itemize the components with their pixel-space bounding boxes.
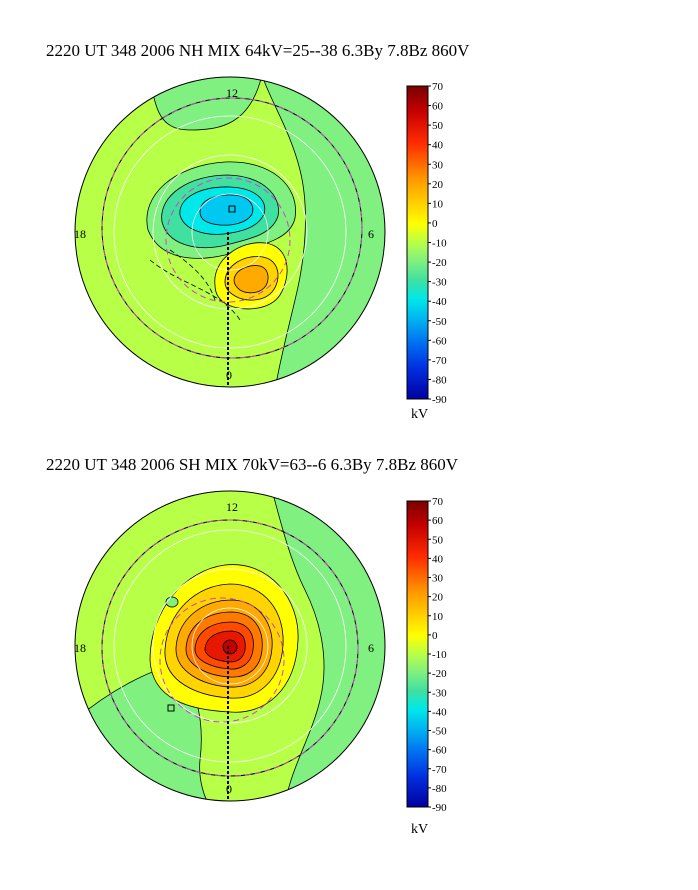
colorbar-tick-label: -90 xyxy=(432,802,447,814)
colorbar-tick-label: 0 xyxy=(432,218,438,230)
colorbar-tick-label: 50 xyxy=(432,120,444,132)
polar-map-nh: 12 18 6 0 xyxy=(74,76,386,388)
colorbar-tick-label: 40 xyxy=(432,553,444,565)
panel-title-sh: 2220 UT 348 2006 SH MIX 70kV=63--6 6.3By… xyxy=(46,455,459,474)
polar-map-sh: 12 18 6 0 xyxy=(74,490,386,802)
colorbar-tick-label: 50 xyxy=(432,534,444,546)
potential-min-marker-sh xyxy=(167,704,175,712)
panel-title-nh: 2220 UT 348 2006 NH MIX 64kV=25--38 6.3B… xyxy=(46,41,470,60)
colorbar-tick-label: 70 xyxy=(432,496,444,508)
colorbar-tick-label: 60 xyxy=(432,101,444,113)
colorbar-tick-label: -60 xyxy=(432,335,447,347)
dial-label-top-nh: 12 xyxy=(226,86,238,100)
dial-label-right-sh: 6 xyxy=(368,641,374,655)
colorbar-tick-label: -10 xyxy=(432,238,447,250)
colorbar-tick-label: 30 xyxy=(432,159,444,171)
colorbar-tick-label: 10 xyxy=(432,198,444,210)
dial-label-right-nh: 6 xyxy=(368,227,374,241)
colorbar-tick-label: 0 xyxy=(432,630,438,642)
colorbar-tick-label: 60 xyxy=(432,515,444,527)
colorbar-nh: kV 70 60 50 40 30 20 10 0 -10 -20 -30 -40 -50 -60 -70 -… xyxy=(406,81,447,422)
colorbar-tick-label: -70 xyxy=(432,764,447,776)
dial-label-bottom-nh: 0 xyxy=(226,368,232,382)
colorbar-tick-label: 20 xyxy=(432,592,444,604)
colorbar-tick-label: -80 xyxy=(432,783,447,795)
colorbar-tick-label: -30 xyxy=(432,277,447,289)
colorbar-tick-label: -80 xyxy=(432,374,447,386)
colorbar-sh: kV 70 60 50 40 30 20 10 0 -10 -20 -30 -40 -50 -60 -70 -… xyxy=(406,496,447,837)
colorbar-tick-label: -40 xyxy=(432,296,447,308)
colorbar-tick-label: -90 xyxy=(432,394,447,406)
colorbar-tick-label: -50 xyxy=(432,316,447,328)
potential-min-marker-nh xyxy=(228,205,236,213)
dial-label-left-nh: 18 xyxy=(74,227,86,241)
colorbar-tick-label: -20 xyxy=(432,257,447,269)
colorbar-tick-label: -30 xyxy=(432,687,447,699)
colorbar-tick-label: -40 xyxy=(432,706,447,718)
colorbar-tick-label: 30 xyxy=(432,573,444,585)
colorbar-tick-label: 20 xyxy=(432,179,444,191)
colorbar-tick-label: -60 xyxy=(432,745,447,757)
colorbar-tick-label: -20 xyxy=(432,668,447,680)
dial-label-top-sh: 12 xyxy=(226,500,238,514)
colorbar-tick-label: 10 xyxy=(432,611,444,623)
colorbar-tick-label: -50 xyxy=(432,726,447,738)
colorbar-tick-label: -70 xyxy=(432,355,447,367)
colorbar-scale-nh xyxy=(406,85,429,400)
dial-label-left-sh: 18 xyxy=(74,641,86,655)
colorbar-unit-sh: kV xyxy=(411,822,428,837)
colorbar-unit-nh: kV xyxy=(411,407,428,422)
colorbar-tick-label: 70 xyxy=(432,81,444,93)
colorbar-scale-sh xyxy=(406,500,429,808)
dial-label-bottom-sh: 0 xyxy=(226,782,232,796)
colorbar-tick-label: 40 xyxy=(432,140,444,152)
colorbar-tick-label: -10 xyxy=(432,649,447,661)
